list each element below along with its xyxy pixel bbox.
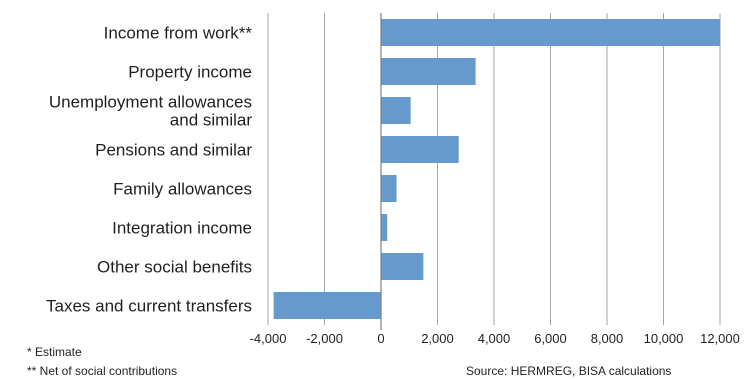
x-tick-label: 4,000 xyxy=(478,331,511,346)
x-tick-label: 10,000 xyxy=(644,331,684,346)
bar xyxy=(381,214,388,241)
estimate-note: * Estimate xyxy=(27,345,82,359)
category-label: Unemployment allowances and similar xyxy=(49,93,252,130)
bar xyxy=(381,175,397,202)
category-label: Integration income xyxy=(112,219,252,238)
category-label: Other social benefits xyxy=(97,258,252,277)
x-tick-label: 6,000 xyxy=(534,331,567,346)
bar xyxy=(381,19,720,46)
bars xyxy=(273,13,720,330)
category-label: Property income xyxy=(128,63,252,82)
category-label: Family allowances xyxy=(113,180,252,199)
net-contributions-note: ** Net of social contributions xyxy=(27,364,178,378)
category-label: Pensions and similar xyxy=(95,141,252,160)
bar xyxy=(273,292,381,319)
category-label: Taxes and current transfers xyxy=(46,297,252,316)
gridlines xyxy=(267,13,721,325)
x-tick-label: 12,000 xyxy=(700,331,740,346)
x-tick-label: 2,000 xyxy=(421,331,454,346)
x-tick-label: 8,000 xyxy=(591,331,624,346)
bar xyxy=(381,58,476,85)
bar xyxy=(381,136,459,163)
x-tick-labels: -4,000 -2,000 0 2,000 4,000 6,000 8,000 10,000 1… xyxy=(250,331,740,346)
bar xyxy=(381,253,424,280)
x-tick-label: -4,000 xyxy=(250,331,287,346)
x-tick-label: 0 xyxy=(377,331,384,346)
category-labels: Income from work** Property income Unemplo… xyxy=(46,24,252,316)
category-label: Income from work** xyxy=(104,24,253,43)
x-tick-label: -2,000 xyxy=(306,331,343,346)
bar xyxy=(381,97,411,124)
source-note: Source: HERMREG, BISA calculations xyxy=(466,364,672,378)
